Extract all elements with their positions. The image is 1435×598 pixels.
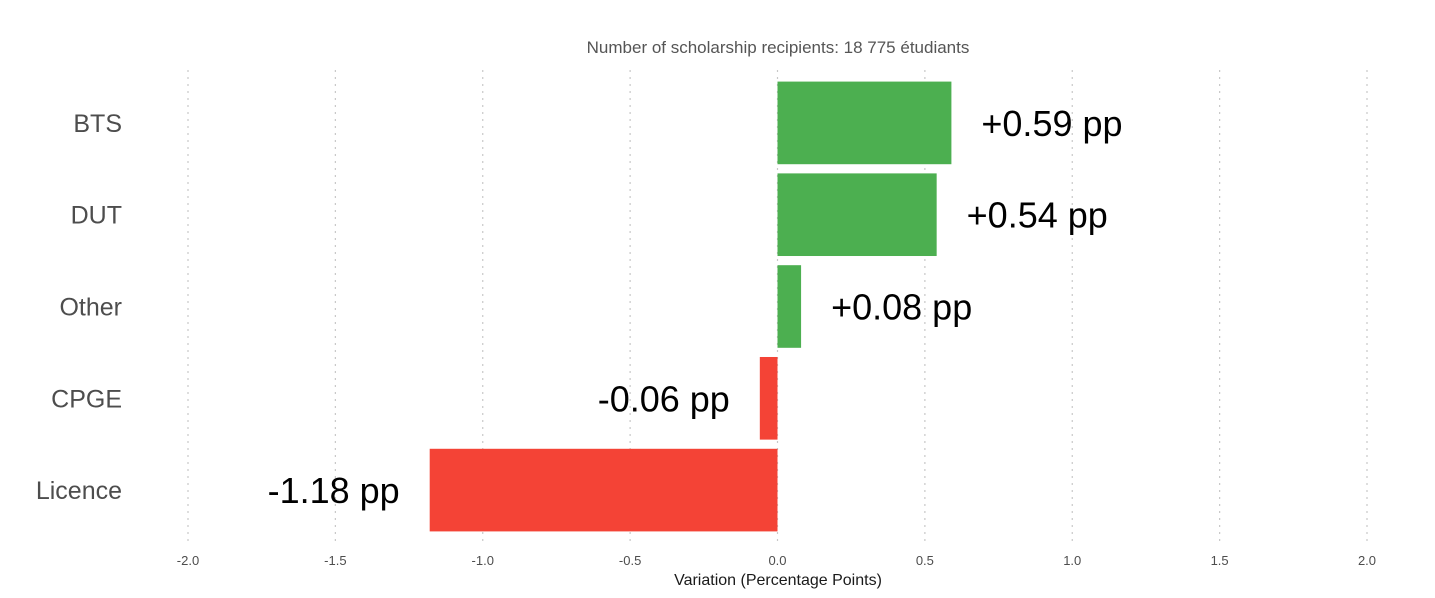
- x-axis-title: Variation (Percentage Points): [674, 572, 882, 589]
- bar-licence: [429, 448, 778, 532]
- data-label-licence: -1.18 pp: [268, 470, 400, 511]
- bar-other: [777, 265, 802, 348]
- x-tick-label: -1.0: [472, 553, 494, 568]
- chart-subtitle: Number of scholarship recipients: 18 775…: [587, 38, 970, 57]
- data-label-cpge: -0.06 pp: [598, 378, 730, 419]
- data-label-dut: +0.54 pp: [967, 195, 1108, 236]
- x-tick-label: -2.0: [177, 553, 199, 568]
- x-tick-label: 2.0: [1358, 553, 1376, 568]
- x-tick-label: 0.5: [916, 553, 934, 568]
- category-label-layer: BTS DUT Other CPGE Licence: [36, 110, 122, 505]
- bar-layer: [429, 81, 952, 532]
- x-tick-label: 1.0: [1063, 553, 1081, 568]
- x-tick-label: -1.5: [324, 553, 346, 568]
- category-label-bts: BTS: [73, 110, 122, 138]
- bar-cpge: [759, 356, 778, 440]
- category-label-other: Other: [59, 294, 122, 322]
- category-label-licence: Licence: [36, 477, 122, 505]
- x-tick-label: -0.5: [619, 553, 641, 568]
- x-tick-layer: -2.0 -1.5 -1.0 -0.5 0.0 0.5 1.0 1.5 2.0: [177, 553, 1376, 568]
- bar-bts: [777, 81, 952, 165]
- bar-dut: [777, 173, 937, 257]
- data-label-layer: +0.59 pp +0.54 pp +0.08 pp -0.06 pp -1.18 pp: [268, 103, 1123, 511]
- x-tick-label: 0.0: [768, 553, 786, 568]
- category-label-dut: DUT: [71, 202, 122, 230]
- x-tick-label: 1.5: [1211, 553, 1229, 568]
- data-label-other: +0.08 pp: [831, 287, 972, 328]
- data-label-bts: +0.59 pp: [981, 103, 1122, 144]
- category-label-cpge: CPGE: [51, 385, 122, 413]
